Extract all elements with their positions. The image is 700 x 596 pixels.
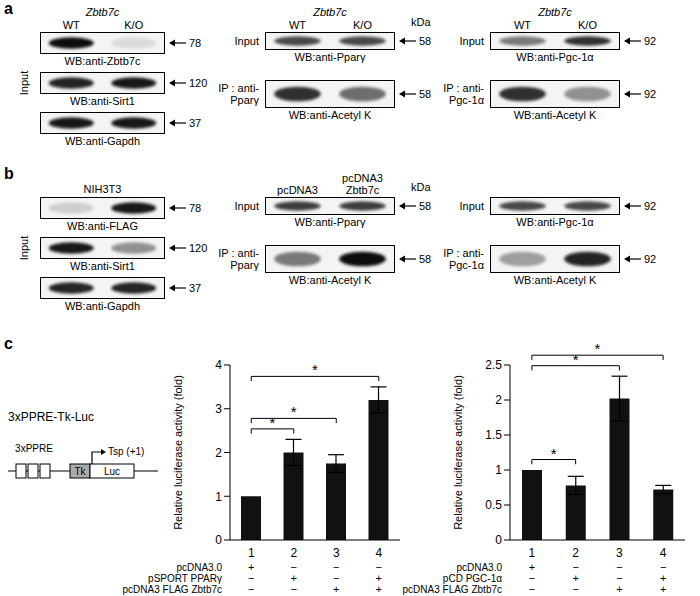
svg-text:1: 1: [529, 546, 536, 560]
svg-text:3xPPRE: 3xPPRE: [15, 443, 53, 454]
html-text:92: 92: [644, 253, 657, 265]
html-text:WB:anti-Acetyl K: WB:anti-Acetyl K: [513, 109, 597, 121]
svg-text:0.5: 0.5: [485, 498, 502, 512]
svg-text:1: 1: [215, 490, 222, 504]
svg-text:0: 0: [215, 533, 222, 547]
svg-text:Tk: Tk: [74, 466, 86, 477]
svg-text:4: 4: [215, 358, 222, 372]
html-text:pcDNA3.0: pcDNA3.0: [176, 562, 222, 573]
html-text:WB:anti-Sirt1: WB:anti-Sirt1: [70, 95, 135, 107]
html-text:WB:anti-Pparγ: WB:anti-Pparγ: [294, 216, 366, 228]
html-text:58: 58: [419, 200, 432, 212]
html-text:Input: Input: [459, 35, 484, 47]
svg-text:3: 3: [215, 402, 222, 416]
html-text:Input: Input: [234, 35, 259, 47]
html-text:IP : anti-Pparγ: IP : anti-Pparγ: [218, 247, 259, 271]
html-text:78: 78: [189, 202, 202, 214]
html-text:WT: WT: [288, 19, 306, 31]
html-text:Zbtb7c: Zbtb7c: [85, 6, 120, 18]
svg-text:4: 4: [375, 546, 382, 560]
svg-text:*: *: [270, 414, 276, 431]
html-text:58: 58: [419, 253, 432, 265]
html-text:WB:anti-Zbtb7c: WB:anti-Zbtb7c: [64, 55, 141, 67]
html-text:pcDNA3 FLAG Zbtb7c: pcDNA3 FLAG Zbtb7c: [122, 584, 222, 595]
svg-text:0: 0: [495, 533, 502, 547]
html-text:WB:anti-FLAG: WB:anti-FLAG: [67, 220, 138, 232]
svg-text:1.5: 1.5: [485, 428, 502, 442]
svg-text:2: 2: [215, 446, 222, 460]
svg-text:1: 1: [248, 546, 255, 560]
html-text:58: 58: [419, 88, 432, 100]
html-text:78: 78: [189, 37, 202, 49]
svg-text:*: *: [551, 445, 557, 462]
html-text:WB:anti-Acetyl K: WB:anti-Acetyl K: [288, 274, 372, 286]
svg-text:3: 3: [616, 546, 623, 560]
svg-text:Relative luciferase activity (: Relative luciferase activity (fold): [172, 375, 184, 530]
html-text:pcDNA3: pcDNA3: [277, 184, 318, 196]
html-text:pcDNA3 Zbtb7c: pcDNA3 Zbtb7c: [342, 172, 383, 196]
html-text:kDa: kDa: [411, 181, 431, 193]
html-text:kDa: kDa: [411, 16, 431, 28]
html-text:K/O: K/O: [124, 19, 144, 31]
html-text:Input: Input: [234, 200, 259, 212]
html-text:WT: WT: [62, 19, 80, 31]
html-text:37: 37: [189, 282, 202, 294]
svg-text:*: *: [573, 351, 579, 368]
svg-text:4: 4: [660, 546, 667, 560]
html-text:WB:anti-Acetyl K: WB:anti-Acetyl K: [513, 274, 597, 286]
html-text:58: 58: [419, 35, 432, 47]
html-text:Input: Input: [18, 235, 30, 261]
html-text:WB:anti-Pgc-1α: WB:anti-Pgc-1α: [516, 216, 594, 228]
svg-text:2.5: 2.5: [485, 358, 502, 372]
svg-text:3: 3: [333, 546, 340, 560]
html-text:Zbtb7c: Zbtb7c: [538, 6, 572, 18]
html-text:IP : anti-Pgc-1α: IP : anti-Pgc-1α: [443, 247, 484, 271]
html-text:92: 92: [644, 88, 657, 100]
svg-text:1: 1: [495, 463, 502, 477]
svg-text:*: *: [312, 361, 318, 378]
svg-text:*: *: [291, 403, 297, 420]
html-text:120: 120: [189, 242, 208, 254]
html-text:WB:anti-Sirt1: WB:anti-Sirt1: [70, 260, 135, 272]
html-text:IP : anti-Pgc-1α: IP : anti-Pgc-1α: [443, 82, 484, 106]
svg-text:2: 2: [290, 546, 297, 560]
html-text:pcDNA3.0: pcDNA3.0: [456, 562, 502, 573]
svg-text:Luc: Luc: [104, 466, 120, 477]
html-text:120: 120: [189, 77, 208, 89]
svg-text:Relative luciferase activity (: Relative luciferase activity (fold): [452, 375, 464, 530]
html-text:b: b: [4, 165, 14, 182]
svg-text:2: 2: [572, 546, 579, 560]
html-text:92: 92: [644, 200, 657, 212]
html-text:pCD PGC-1α: pCD PGC-1α: [442, 573, 502, 584]
svg-text:*: *: [595, 340, 601, 357]
html-text:pcDNA3 FLAG Zbtb7c: pcDNA3 FLAG Zbtb7c: [402, 584, 502, 595]
html-text:92: 92: [644, 35, 657, 47]
html-text:Zbtb7c: Zbtb7c: [313, 6, 347, 18]
html-text:WT: WT: [513, 19, 531, 31]
html-text:Input: Input: [18, 70, 30, 96]
html-text:IP : anti-Pparγ: IP : anti-Pparγ: [218, 82, 259, 106]
html-text:WB:anti-Gapdh: WB:anti-Gapdh: [64, 135, 141, 147]
html-text:WB:anti-Gapdh: WB:anti-Gapdh: [64, 300, 141, 312]
html-text:K/O: K/O: [578, 19, 597, 31]
html-text:a: a: [4, 0, 13, 17]
html-text:pSPORT PPARγ: pSPORT PPARγ: [148, 573, 222, 584]
svg-text:Tsp (+1): Tsp (+1): [108, 446, 144, 457]
html-text:3xPPRE-Tk-Luc: 3xPPRE-Tk-Luc: [8, 410, 94, 424]
html-text:37: 37: [189, 117, 202, 129]
html-text:NIH3T3: NIH3T3: [83, 183, 122, 195]
html-text:WB:anti-Pgc-1α: WB:anti-Pgc-1α: [516, 51, 594, 63]
html-text:K/O: K/O: [353, 19, 372, 31]
html-text:c: c: [4, 335, 13, 352]
svg-text:2: 2: [495, 393, 502, 407]
html-text:Input: Input: [459, 200, 484, 212]
html-text:WB:anti-Pparγ: WB:anti-Pparγ: [294, 51, 366, 63]
html-text:WB:anti-Acetyl K: WB:anti-Acetyl K: [288, 109, 372, 121]
